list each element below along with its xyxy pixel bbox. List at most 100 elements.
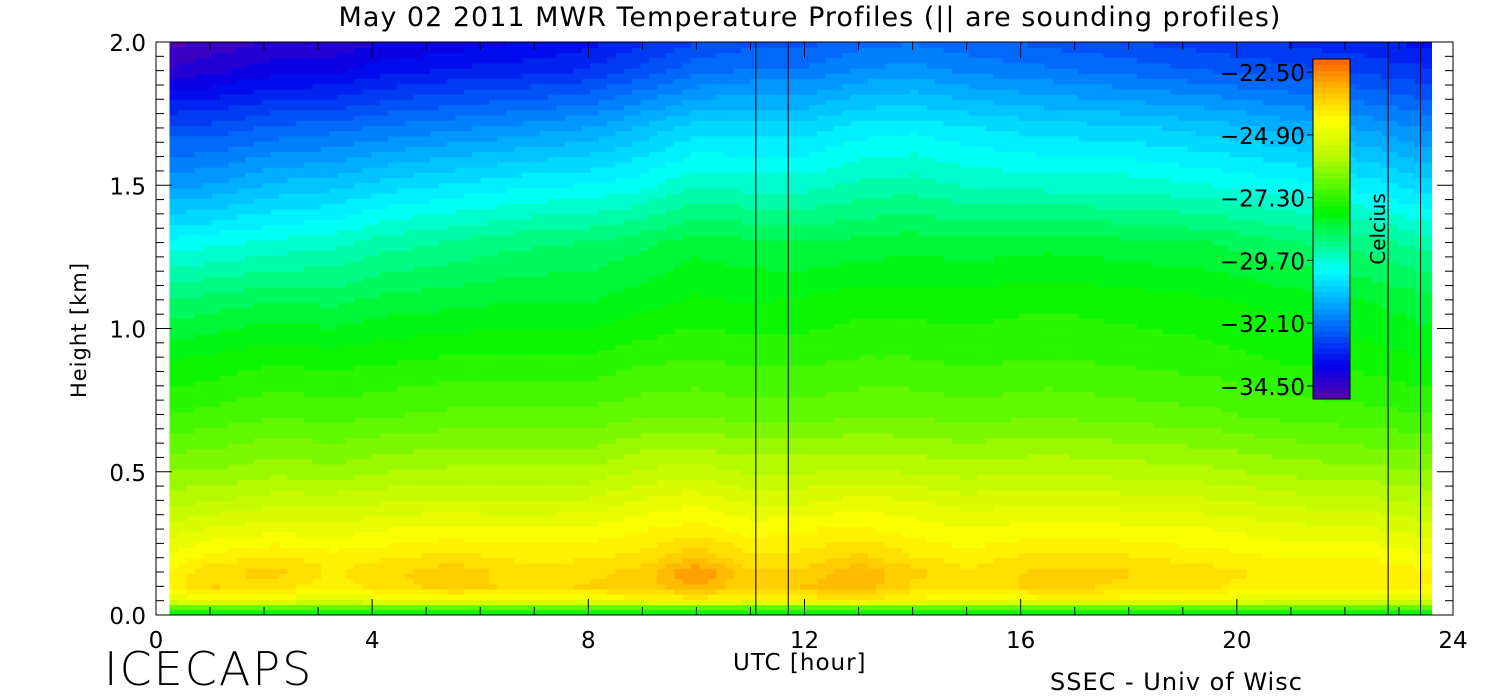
heatmap-cell [1221, 578, 1231, 585]
heatmap-cell [1406, 510, 1416, 517]
heatmap-cell [1380, 484, 1390, 491]
heatmap-cell [1170, 568, 1180, 574]
heatmap-cell [1069, 557, 1079, 564]
heatmap-cell [581, 510, 591, 517]
heatmap-cell [421, 599, 431, 606]
heatmap-cell [1002, 489, 1012, 496]
heatmap-cell [741, 516, 751, 522]
heatmap-cell [539, 469, 549, 475]
heatmap-cell [371, 568, 381, 574]
heatmap-cell [295, 463, 305, 470]
heatmap-cell [556, 599, 566, 606]
heatmap-cell [623, 469, 633, 475]
heatmap-cell [867, 604, 877, 611]
heatmap-cell [1246, 510, 1256, 517]
heatmap-cell [346, 557, 356, 564]
heatmap-cell [1406, 474, 1416, 481]
heatmap-cell [522, 474, 532, 481]
heatmap-cell [1036, 604, 1046, 611]
heatmap-cell [1246, 479, 1256, 486]
heatmap-cell [337, 609, 347, 615]
heatmap-cell [1313, 531, 1323, 538]
heatmap-cell [808, 479, 818, 486]
heatmap-cell [699, 604, 709, 611]
heatmap-cell [850, 453, 860, 460]
heatmap-cell [548, 443, 558, 449]
heatmap-cell [640, 578, 650, 585]
heatmap-cell [1414, 521, 1424, 528]
heatmap-cell [320, 443, 330, 449]
heatmap-cell [859, 479, 869, 486]
heatmap-cell [817, 443, 827, 449]
heatmap-cell [1019, 552, 1029, 559]
heatmap-cell [169, 443, 179, 449]
heatmap-cell [522, 479, 532, 486]
heatmap-cell [926, 474, 936, 481]
heatmap-cell [1372, 583, 1382, 590]
heatmap-cell [649, 521, 659, 528]
heatmap-cell [531, 474, 541, 481]
heatmap-cell [1397, 578, 1407, 585]
heatmap-cell [1422, 531, 1432, 538]
heatmap-cell [977, 599, 987, 606]
heatmap-cell [1153, 443, 1163, 449]
heatmap-cell [1305, 604, 1315, 611]
heatmap-cell [447, 531, 457, 538]
heatmap-cell [1347, 521, 1357, 528]
heatmap-cell [1187, 568, 1197, 574]
heatmap-cell [1246, 474, 1256, 481]
heatmap-cell [968, 542, 978, 548]
heatmap-cell [413, 609, 423, 615]
heatmap-cell [177, 562, 187, 569]
heatmap-cell [968, 479, 978, 486]
heatmap-cell [993, 531, 1003, 538]
heatmap-cell [1422, 500, 1432, 507]
heatmap-cell [1313, 557, 1323, 564]
heatmap-cell [1389, 505, 1399, 512]
heatmap-cell [825, 484, 835, 491]
heatmap-cell [447, 458, 457, 465]
heatmap-cell [842, 536, 852, 543]
heatmap-cell [1195, 516, 1205, 522]
heatmap-cell [674, 594, 684, 600]
heatmap-cell [1313, 484, 1323, 491]
heatmap-cell [278, 453, 288, 460]
heatmap-cell [943, 562, 953, 569]
heatmap-cell [1120, 469, 1130, 475]
heatmap-cell [792, 573, 802, 580]
heatmap-cell [413, 463, 423, 470]
heatmap-cell [1389, 484, 1399, 491]
heatmap-cell [901, 484, 911, 491]
heatmap-cell [1212, 521, 1222, 528]
heatmap-cell [901, 474, 911, 481]
heatmap-cell [1254, 469, 1264, 475]
heatmap-cell [623, 526, 633, 533]
heatmap-cell [379, 479, 389, 486]
heatmap-cell [396, 505, 406, 512]
heatmap-cell [438, 469, 448, 475]
heatmap-cell [741, 547, 751, 554]
heatmap-cell [287, 463, 297, 470]
heatmap-cell [842, 562, 852, 569]
heatmap-cell [1237, 495, 1247, 501]
heatmap-cell [177, 469, 187, 475]
heatmap-cell [1263, 542, 1273, 548]
heatmap-cell [270, 495, 280, 501]
heatmap-cell [1153, 500, 1163, 507]
heatmap-cell [245, 547, 255, 554]
heatmap-cell [211, 463, 221, 470]
heatmap-cell [834, 500, 844, 507]
heatmap-cell [699, 599, 709, 606]
heatmap-cell [405, 484, 415, 491]
heatmap-cell [1406, 588, 1416, 595]
heatmap-cell [758, 484, 768, 491]
heatmap-cell [1010, 557, 1020, 564]
heatmap-cell [388, 594, 398, 600]
heatmap-cell [388, 573, 398, 580]
heatmap-cell [808, 568, 818, 574]
heatmap-cell [438, 531, 448, 538]
heatmap-cell [514, 510, 524, 517]
heatmap-cell [733, 568, 743, 574]
heatmap-cell [1145, 458, 1155, 465]
heatmap-cell [640, 562, 650, 569]
